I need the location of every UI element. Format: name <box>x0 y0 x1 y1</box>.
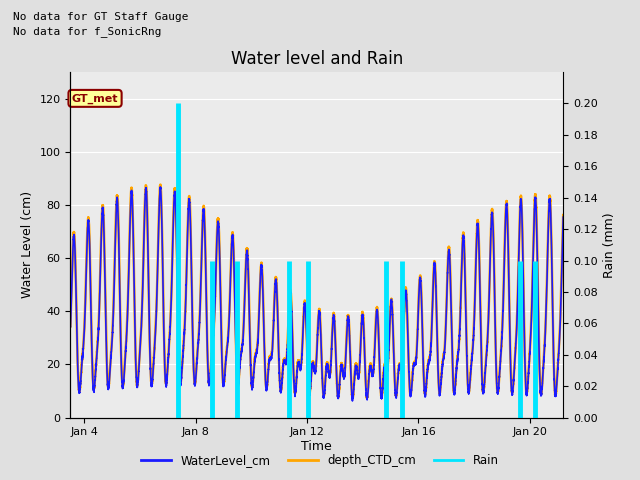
Legend: WaterLevel_cm, depth_CTD_cm, Rain: WaterLevel_cm, depth_CTD_cm, Rain <box>137 449 503 472</box>
Text: No data for f_SonicRng: No data for f_SonicRng <box>13 26 161 37</box>
X-axis label: Time: Time <box>301 440 332 453</box>
Y-axis label: Rain (mm): Rain (mm) <box>604 212 616 277</box>
Y-axis label: Water Level (cm): Water Level (cm) <box>21 191 34 299</box>
Text: No data for GT Staff Gauge: No data for GT Staff Gauge <box>13 12 188 22</box>
Title: Water level and Rain: Water level and Rain <box>230 49 403 68</box>
Text: GT_met: GT_met <box>72 93 118 104</box>
